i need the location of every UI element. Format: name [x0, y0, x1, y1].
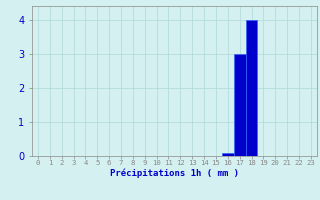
Bar [234, 54, 246, 156]
Bar [246, 20, 258, 156]
X-axis label: Précipitations 1h ( mm ): Précipitations 1h ( mm ) [110, 169, 239, 178]
Bar [222, 153, 234, 156]
